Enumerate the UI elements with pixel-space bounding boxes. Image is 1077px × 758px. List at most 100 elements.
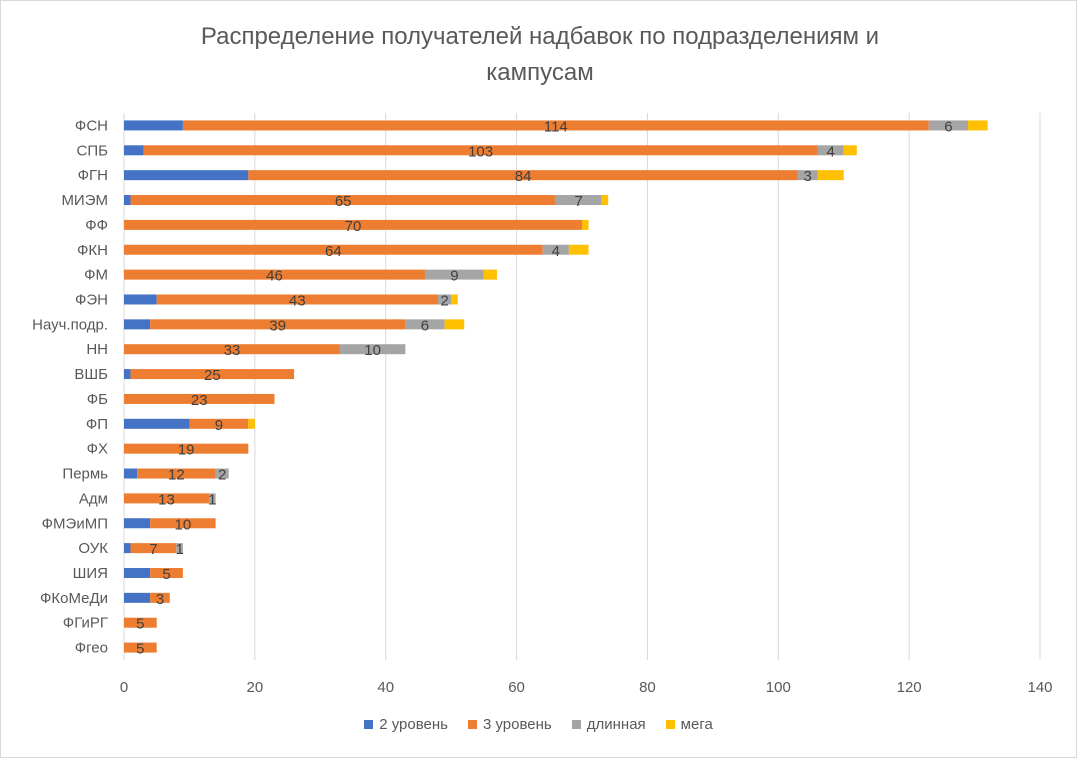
bar-segment	[150, 567, 183, 578]
bar-segment	[130, 195, 556, 206]
legend-label: 3 уровень	[482, 716, 552, 733]
data-label: 46	[266, 268, 283, 285]
bar-segment	[124, 369, 131, 380]
bar-segment	[124, 195, 131, 206]
x-tick-label: 40	[377, 679, 394, 696]
category-label: ФГН	[78, 167, 108, 184]
bar-segment	[176, 543, 183, 554]
x-tick-label: 0	[120, 679, 128, 696]
bar-segment	[451, 294, 458, 305]
category-label: ФСН	[75, 117, 108, 134]
data-label: 5	[162, 566, 170, 583]
bar-segment	[124, 120, 183, 131]
data-label: 39	[269, 317, 286, 334]
data-label: 19	[178, 442, 195, 459]
data-label: 7	[149, 541, 157, 558]
bar-segment	[124, 518, 151, 529]
category-label: ФГиРГ	[63, 615, 108, 632]
data-label: 9	[215, 417, 223, 434]
legend-swatch	[467, 720, 477, 729]
bar-segment	[124, 344, 340, 355]
bar-segment	[143, 145, 818, 156]
bar-segment	[124, 145, 144, 156]
bar-segment	[817, 145, 844, 156]
bar-segment	[150, 518, 216, 529]
category-label: ФБ	[87, 391, 108, 408]
data-label: 114	[544, 118, 568, 135]
data-label: 23	[191, 392, 208, 409]
category-label: ФП	[86, 416, 108, 433]
data-label: 4	[552, 243, 560, 260]
legend-label: длинная	[586, 716, 646, 733]
bar-segment	[339, 344, 406, 355]
legend-item: 2 уровень	[364, 716, 448, 733]
legend-label: 2 уровень	[379, 716, 448, 733]
data-label: 5	[136, 616, 144, 633]
category-label: ФМ	[84, 267, 108, 284]
bar-segment	[124, 617, 157, 628]
category-label: Фгео	[75, 640, 108, 657]
data-label: 103	[468, 143, 493, 160]
chart-title-line1: Распределение получателей надбавок по по…	[200, 23, 880, 50]
category-label: Адм	[79, 490, 108, 507]
data-label: 9	[450, 268, 458, 285]
category-label: НН	[86, 341, 108, 358]
x-tick-label: 120	[897, 679, 922, 696]
category-label: Науч.подр.	[32, 316, 108, 333]
data-label: 1	[175, 541, 183, 558]
category-label: СПБ	[77, 142, 109, 159]
legend-item: длинная	[571, 716, 646, 733]
bar-segment	[124, 170, 249, 181]
data-label: 6	[944, 118, 952, 135]
legend-item: мега	[665, 716, 713, 733]
category-label: ФКН	[77, 242, 108, 259]
bar-segment	[797, 170, 818, 181]
data-label: 3	[804, 168, 812, 185]
data-label: 6	[421, 317, 429, 334]
category-label: ШИЯ	[73, 565, 108, 582]
chart-legend: 2 уровень 3 уровень длинная мега	[0, 716, 1077, 733]
data-label: 12	[168, 467, 185, 484]
bar-segment	[137, 468, 216, 479]
bar-segment	[150, 319, 406, 330]
data-label: 64	[325, 243, 342, 260]
data-label: 5	[136, 641, 144, 658]
data-label: 4	[826, 143, 834, 160]
bar-segment	[189, 418, 249, 429]
bar-segment	[156, 294, 439, 305]
bar-segment	[248, 418, 255, 429]
bar-segment	[124, 269, 425, 280]
bar-segment	[124, 468, 138, 479]
bar-segment	[124, 443, 249, 454]
bar-segment	[817, 170, 844, 181]
bar-segment	[124, 393, 275, 404]
data-label: 1	[208, 491, 216, 508]
chart-title-line2: кампусам	[486, 59, 594, 86]
category-label: ФЭН	[75, 291, 108, 308]
bar-segment	[124, 543, 131, 554]
legend-item: 3 уровень	[467, 716, 552, 733]
data-label: 33	[224, 342, 241, 359]
x-tick-label: 20	[247, 679, 264, 696]
bar-segment	[130, 369, 295, 380]
legend-swatch	[571, 720, 581, 729]
data-label: 10	[175, 516, 192, 533]
bar-segment	[568, 244, 589, 255]
data-label: 3	[156, 591, 164, 608]
bar-segment	[182, 120, 929, 131]
bar-segment	[124, 642, 157, 653]
category-label: МИЭМ	[61, 192, 108, 209]
data-label: 13	[158, 491, 175, 508]
x-tick-label: 80	[639, 679, 656, 696]
legend-swatch	[665, 720, 675, 729]
category-label: ОУК	[78, 540, 108, 557]
x-tick-label: 60	[508, 679, 525, 696]
bar-segment	[130, 543, 177, 554]
legend-swatch	[364, 720, 374, 729]
category-label: ФМЭиМП	[42, 515, 108, 532]
legend-label: мега	[680, 716, 713, 733]
bar-segment	[248, 170, 798, 181]
bar-segment	[928, 120, 969, 131]
bar-segment	[424, 269, 484, 280]
